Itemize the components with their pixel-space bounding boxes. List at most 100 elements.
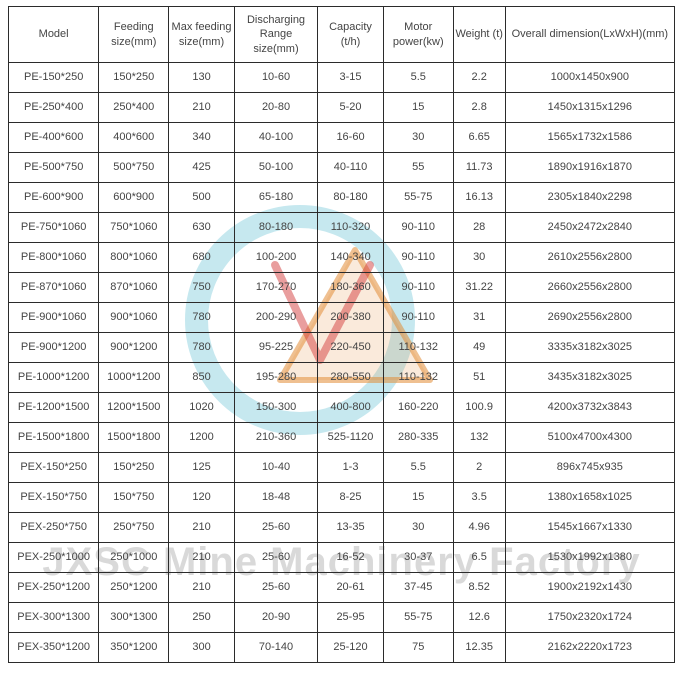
table-cell: PE-150*250 [9, 63, 99, 93]
table-cell: 70-140 [234, 633, 318, 663]
table-cell: 12.35 [453, 633, 505, 663]
table-row: PEX-300*1300300*130025020-9025-9555-7512… [9, 603, 675, 633]
table-cell: 50-100 [234, 153, 318, 183]
col-header: Feeding size(mm) [99, 7, 169, 63]
table-cell: 6.65 [453, 123, 505, 153]
table-cell: 800*1060 [99, 243, 169, 273]
table-cell: 13-35 [318, 513, 383, 543]
table-cell: 250*750 [99, 513, 169, 543]
table-cell: 900*1060 [99, 303, 169, 333]
table-cell: 350*1200 [99, 633, 169, 663]
table-cell: PE-900*1060 [9, 303, 99, 333]
table-cell: 3435x3182x3025 [505, 363, 674, 393]
table-cell: 2305x1840x2298 [505, 183, 674, 213]
table-cell: 8.52 [453, 573, 505, 603]
table-cell: 210 [169, 543, 234, 573]
table-cell: 170-270 [234, 273, 318, 303]
col-header: Capacity (t/h) [318, 7, 383, 63]
table-cell: 680 [169, 243, 234, 273]
table-cell: 150*750 [99, 483, 169, 513]
table-cell: 95-225 [234, 333, 318, 363]
table-cell: 2660x2556x2800 [505, 273, 674, 303]
table-row: PE-250*400250*40021020-805-20152.81450x1… [9, 93, 675, 123]
table-cell: 100-200 [234, 243, 318, 273]
table-cell: PE-870*1060 [9, 273, 99, 303]
table-cell: 31.22 [453, 273, 505, 303]
table-cell: 1380x1658x1025 [505, 483, 674, 513]
table-cell: PEX-250*750 [9, 513, 99, 543]
table-cell: 400*600 [99, 123, 169, 153]
table-cell: 340 [169, 123, 234, 153]
table-cell: 150*250 [99, 453, 169, 483]
table-cell: 90-110 [383, 243, 453, 273]
table-cell: 30 [383, 513, 453, 543]
table-cell: 210 [169, 513, 234, 543]
table-cell: PE-1000*1200 [9, 363, 99, 393]
table-cell: 10-40 [234, 453, 318, 483]
table-row: PEX-150*250150*25012510-401-35.52896x745… [9, 453, 675, 483]
table-cell: 30 [453, 243, 505, 273]
table-cell: 30-37 [383, 543, 453, 573]
table-cell: 2450x2472x2840 [505, 213, 674, 243]
table-cell: 150*250 [99, 63, 169, 93]
table-cell: 110-320 [318, 213, 383, 243]
table-cell: 130 [169, 63, 234, 93]
table-cell: 18-48 [234, 483, 318, 513]
table-cell: 280-550 [318, 363, 383, 393]
table-cell: 2.2 [453, 63, 505, 93]
table-row: PE-1000*12001000*1200850195-280280-55011… [9, 363, 675, 393]
table-row: PEX-250*1000250*100021025-6016-5230-376.… [9, 543, 675, 573]
table-cell: 5.5 [383, 63, 453, 93]
table-row: PE-900*1060900*1060780200-290200-38090-1… [9, 303, 675, 333]
table-cell: 2610x2556x2800 [505, 243, 674, 273]
table-cell: PE-900*1200 [9, 333, 99, 363]
table-cell: 200-290 [234, 303, 318, 333]
table-cell: 250*400 [99, 93, 169, 123]
table-row: PE-900*1200900*120078095-225220-450110-1… [9, 333, 675, 363]
table-row: PE-600*900600*90050065-18080-18055-7516.… [9, 183, 675, 213]
table-cell: 28 [453, 213, 505, 243]
table-cell: PEX-250*1000 [9, 543, 99, 573]
table-cell: 750 [169, 273, 234, 303]
table-cell: 55-75 [383, 183, 453, 213]
table-cell: 1-3 [318, 453, 383, 483]
table-cell: 195-280 [234, 363, 318, 393]
table-cell: 1450x1315x1296 [505, 93, 674, 123]
table-cell: 1200 [169, 423, 234, 453]
table-cell: 30 [383, 123, 453, 153]
table-cell: 250*1200 [99, 573, 169, 603]
table-cell: 37-45 [383, 573, 453, 603]
table-cell: 525-1120 [318, 423, 383, 453]
table-cell: 100.9 [453, 393, 505, 423]
table-cell: 25-95 [318, 603, 383, 633]
table-cell: 850 [169, 363, 234, 393]
table-cell: 110-132 [383, 333, 453, 363]
table-cell: 3-15 [318, 63, 383, 93]
table-cell: 10-60 [234, 63, 318, 93]
table-cell: 11.73 [453, 153, 505, 183]
table-cell: 125 [169, 453, 234, 483]
table-cell: 210 [169, 93, 234, 123]
table-cell: 1530x1992x1380 [505, 543, 674, 573]
table-cell: 1000x1450x900 [505, 63, 674, 93]
table-cell: 132 [453, 423, 505, 453]
table-row: PE-870*1060870*1060750170-270180-36090-1… [9, 273, 675, 303]
table-cell: PE-750*1060 [9, 213, 99, 243]
table-cell: 5.5 [383, 453, 453, 483]
table-cell: 4.96 [453, 513, 505, 543]
table-header-row: ModelFeeding size(mm)Max feeding size(mm… [9, 7, 675, 63]
col-header: Model [9, 7, 99, 63]
table-cell: 80-180 [318, 183, 383, 213]
table-cell: 250 [169, 603, 234, 633]
table-cell: 1545x1667x1330 [505, 513, 674, 543]
table-cell: PEX-250*1200 [9, 573, 99, 603]
table-cell: 250*1000 [99, 543, 169, 573]
table-cell: 2690x2556x2800 [505, 303, 674, 333]
table-cell: PEX-150*250 [9, 453, 99, 483]
table-cell: 2162x2220x1723 [505, 633, 674, 663]
table-cell: 780 [169, 333, 234, 363]
table-cell: PEX-300*1300 [9, 603, 99, 633]
table-cell: 600*900 [99, 183, 169, 213]
table-cell: 8-25 [318, 483, 383, 513]
table-cell: 75 [383, 633, 453, 663]
